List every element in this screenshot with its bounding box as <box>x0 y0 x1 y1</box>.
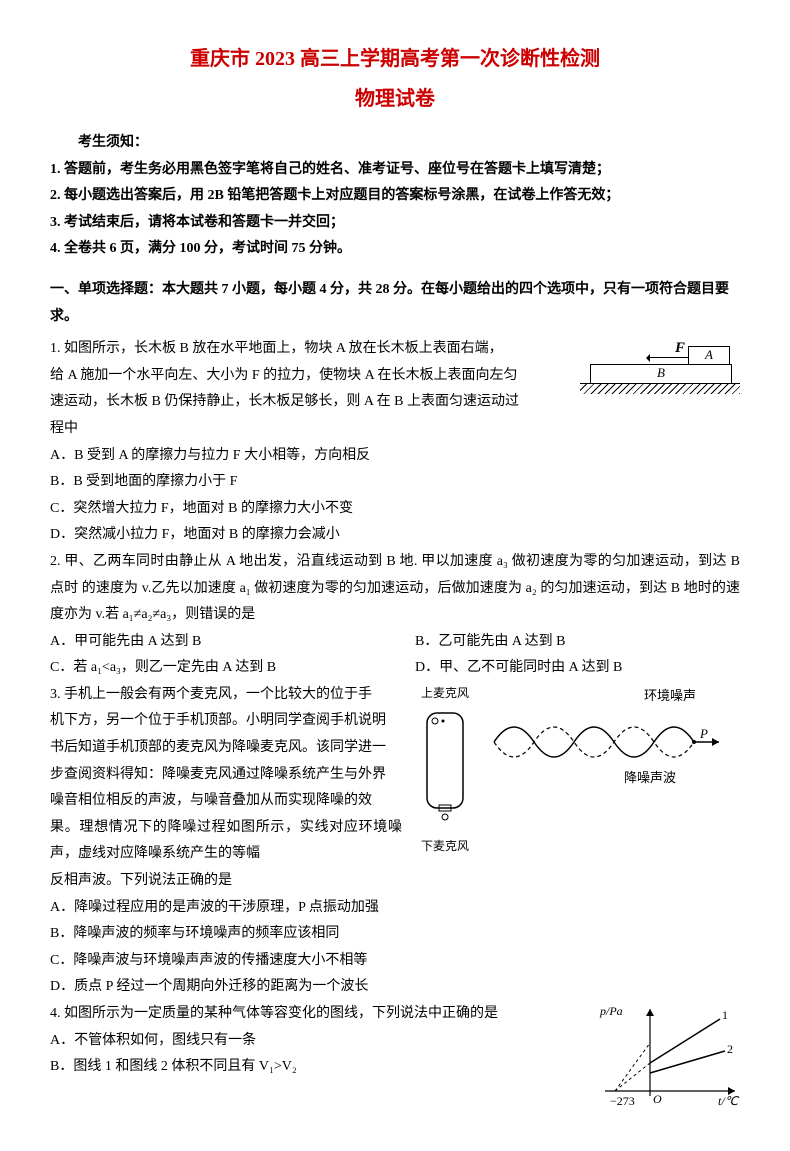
q3-stem: 机下方，另一个位于手机顶部。小明同学查阅手机说明 <box>50 713 386 728</box>
q2-option-c: C．若 a₁<a₃，则乙一定先由 A 达到 B <box>50 655 375 682</box>
q1-block-A: A <box>688 346 730 366</box>
q1-option-b: B．B 受到地面的摩擦力小于 F <box>50 469 740 496</box>
q1-figure: F A B <box>580 336 740 394</box>
q1-F-label: F <box>675 334 685 363</box>
q1-stem: 给 A 施加一个水平向左、大小为 F 的拉力，使物块 A 在长木板上表面向左匀 <box>50 368 517 383</box>
q3-stem: 3. 手机上一般会有两个麦克风，一个比较大的位于手 <box>50 687 372 702</box>
instruction-line: 4. 全卷共 6 页，满分 100 分，考试时间 75 分钟。 <box>50 236 740 263</box>
pt-graph-icon: p/Pa t/℃ −273 O 1 2 <box>590 1001 740 1111</box>
instructions-head: 考生须知： <box>50 130 740 157</box>
q3-stem: 反相声波。下列说法正确的是 <box>50 873 232 888</box>
question-3: 上麦克风 下麦克风 环境噪声 P 降噪声波 3. 手机上一般会有 <box>50 682 740 1001</box>
q3-top-mic-label: 上麦克风 <box>410 682 480 705</box>
q3-stem: 声，虚线对应降噪系统产生的等幅 <box>50 846 260 861</box>
q2-stem: 2. 甲、乙两车同时由静止从 A 地出发，沿直线运动到 B 地. 甲以加速度 a… <box>50 549 740 629</box>
wave-diagram-icon: 环境噪声 P 降噪声波 <box>484 682 734 802</box>
q3-stem: 噪音相位相反的声波，与噪音叠加从而实现降噪的效 <box>50 793 372 808</box>
q3-stem: 步查阅资料得知：降噪麦克风通过降噪系统产生与外界 <box>50 767 386 782</box>
title-main: 重庆市 2023 高三上学期高考第一次诊断性检测 <box>50 40 740 78</box>
title-sub: 物理试卷 <box>50 80 740 118</box>
question-4: p/Pa t/℃ −273 O 1 2 4. 如图所示为一定质量的某种气体等容变… <box>50 1001 740 1111</box>
instruction-line: 3. 考试结束后，请将本试卷和答题卡一并交回； <box>50 210 740 237</box>
svg-text:p/Pa: p/Pa <box>599 1004 623 1018</box>
svg-text:1: 1 <box>722 1008 728 1022</box>
q3-option-c: C．降噪声波与环境噪声声波的传播速度大小不相等 <box>50 948 740 975</box>
q3-figure: 上麦克风 下麦克风 环境噪声 P 降噪声波 <box>410 682 740 858</box>
svg-text:O: O <box>653 1092 662 1106</box>
svg-text:−273: −273 <box>610 1094 635 1108</box>
q3-option-b: B．降噪声波的频率与环境噪声的频率应该相同 <box>50 921 740 948</box>
q3-option-d: D．质点 P 经过一个周期向外迁移的距离为一个波长 <box>50 974 740 1001</box>
q2-option-b: B．乙可能先由 A 达到 B <box>415 629 740 656</box>
q1-option-d: D．突然减小拉力 F，地面对 B 的摩擦力会减小 <box>50 522 740 549</box>
q3-option-a: A．降噪过程应用的是声波的干涉原理，P 点振动加强 <box>50 895 740 922</box>
phone-icon <box>415 705 475 825</box>
q3-stem: 果。理想情况下的降噪过程如图所示，实线对应环境噪 <box>50 820 402 835</box>
q1-stem: 速运动，长木板 B 仍保持静止，长木板足够长，则 A 在 B 上表面匀速运动过 <box>50 394 519 409</box>
q4-figure: p/Pa t/℃ −273 O 1 2 <box>590 1001 740 1111</box>
q3-stem: 书后知道手机顶部的麦克风为降噪麦克风。该同学进一 <box>50 740 386 755</box>
q2-option-d: D．甲、乙不可能同时由 A 达到 B <box>415 655 740 682</box>
denoise-label: 降噪声波 <box>624 770 676 785</box>
q1-stem: 程中 <box>50 421 78 436</box>
instruction-line: 2. 每小题选出答案后，用 2B 铅笔把答题卡上对应题目的答案标号涂黑，在试卷上… <box>50 183 740 210</box>
q3-bottom-mic-label: 下麦克风 <box>410 835 480 858</box>
svg-text:P: P <box>699 726 708 741</box>
section-1-title: 一、单项选择题：本大题共 7 小题，每小题 4 分，共 28 分。在每小题给出的… <box>50 277 740 330</box>
q1-option-c: C．突然增大拉力 F，地面对 B 的摩擦力大小不变 <box>50 496 740 523</box>
svg-text:2: 2 <box>727 1042 733 1056</box>
instruction-line: 1. 答题前，考生务必用黑色签字笔将自己的姓名、准考证号、座位号在答题卡上填写清… <box>50 157 740 184</box>
env-noise-label: 环境噪声 <box>644 688 696 703</box>
q1-stem: 1. 如图所示，长木板 B 放在水平地面上，物块 A 放在长木板上表面右端， <box>50 341 503 356</box>
q1-option-a: A．B 受到 A 的摩擦力与拉力 F 大小相等，方向相反 <box>50 443 740 470</box>
question-1: F A B 1. 如图所示，长木板 B 放在水平地面上，物块 A 放在长木板上表… <box>50 336 740 549</box>
question-2: 2. 甲、乙两车同时由静止从 A 地出发，沿直线运动到 B 地. 甲以加速度 a… <box>50 549 740 682</box>
svg-text:t/℃: t/℃ <box>718 1094 740 1108</box>
instructions-block: 考生须知： 1. 答题前，考生务必用黑色签字笔将自己的姓名、准考证号、座位号在答… <box>50 130 740 263</box>
q1-board-B: B <box>590 364 732 384</box>
q2-option-a: A．甲可能先由 A 达到 B <box>50 629 375 656</box>
ground-hatch-icon <box>580 383 740 394</box>
